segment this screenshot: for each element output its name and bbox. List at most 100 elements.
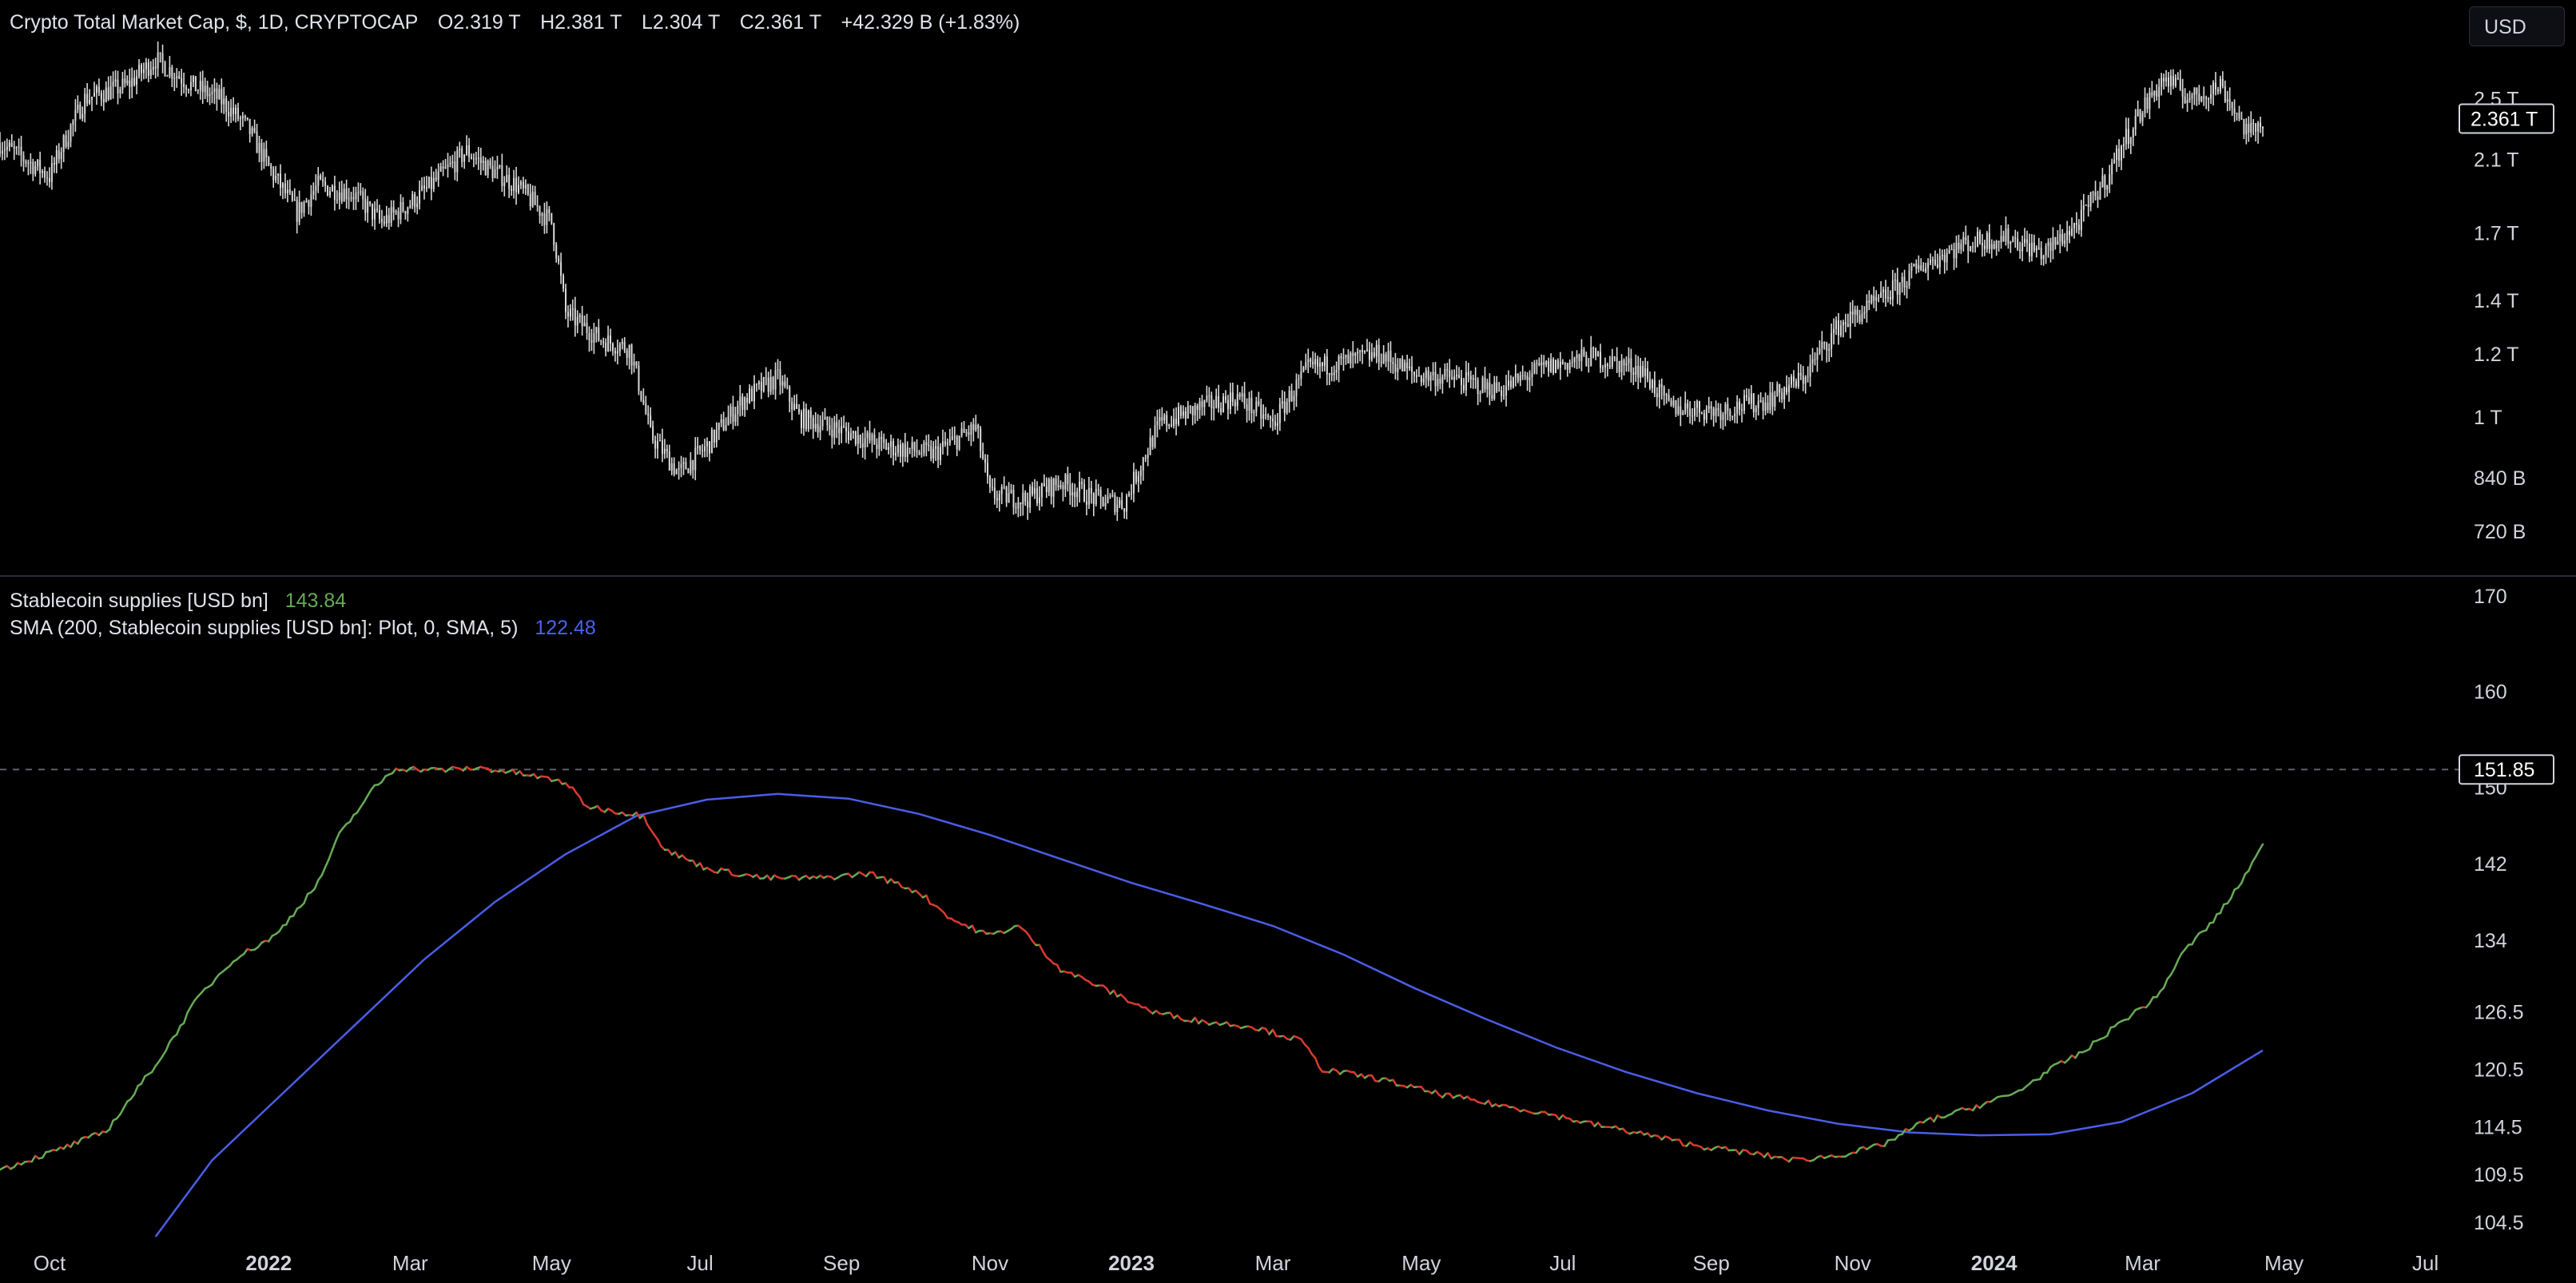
candle-body bbox=[286, 189, 288, 194]
candle-body bbox=[749, 388, 751, 403]
candle-body bbox=[551, 213, 553, 224]
price-axis-tick-label: 1 T bbox=[2474, 407, 2502, 429]
candle-body bbox=[993, 487, 996, 499]
candle-body bbox=[1352, 352, 1354, 356]
candle-body bbox=[1680, 406, 1682, 415]
candle-body bbox=[1189, 406, 1191, 407]
stablecoin-segment bbox=[157, 1055, 164, 1063]
stablecoin-segment bbox=[896, 881, 903, 888]
candle-body bbox=[600, 340, 602, 342]
candle-body bbox=[1656, 393, 1658, 398]
candle-body bbox=[487, 161, 489, 176]
candle-body bbox=[2104, 175, 2106, 190]
stablecoin-segment bbox=[1042, 950, 1048, 959]
candle-body bbox=[454, 161, 456, 173]
candle-body bbox=[2240, 118, 2243, 120]
candle-body bbox=[1640, 366, 1642, 378]
candle-body bbox=[1896, 279, 1898, 295]
candle-body bbox=[583, 323, 586, 327]
candle-body bbox=[1736, 401, 1739, 414]
candle-body bbox=[2153, 90, 2156, 96]
candle-body bbox=[779, 369, 781, 386]
candle-body bbox=[427, 177, 430, 188]
indicator-axis-tick-label: 120.5 bbox=[2474, 1059, 2524, 1082]
candle-body bbox=[2198, 93, 2200, 101]
stablecoin-segment bbox=[175, 1024, 181, 1036]
candle-body bbox=[459, 149, 461, 150]
candle-body bbox=[402, 201, 404, 212]
candle-body bbox=[300, 201, 303, 213]
candle-body bbox=[765, 377, 767, 379]
candle-body bbox=[2210, 93, 2212, 99]
stablecoin-segment bbox=[356, 806, 362, 814]
candle-body bbox=[638, 365, 640, 391]
candle-body bbox=[2059, 233, 2061, 241]
candle-body bbox=[149, 70, 152, 76]
candle-body bbox=[566, 312, 569, 317]
candle-body bbox=[2188, 98, 2191, 101]
ohlc-low: L2.304 T bbox=[641, 11, 720, 34]
candle-body bbox=[1074, 492, 1076, 498]
candle-body bbox=[298, 201, 300, 222]
candle-body bbox=[654, 440, 657, 449]
stablecoin-segment bbox=[324, 858, 330, 868]
candle-body bbox=[1588, 365, 1590, 367]
candle-body bbox=[1236, 394, 1238, 407]
candle-body bbox=[2205, 97, 2208, 99]
candle-body bbox=[1032, 487, 1034, 495]
candle-body bbox=[2057, 240, 2059, 245]
candle-body bbox=[923, 442, 925, 454]
candle-body bbox=[1548, 361, 1550, 372]
candle-body bbox=[1147, 455, 1149, 459]
candle-body bbox=[1278, 403, 1281, 423]
candle-body bbox=[1811, 359, 1814, 363]
candle-body bbox=[2066, 230, 2069, 241]
candle-body bbox=[1151, 437, 1154, 447]
currency-button[interactable]: USD bbox=[2469, 6, 2565, 46]
candles-group bbox=[0, 42, 2264, 522]
time-axis-label: Jul bbox=[1549, 1251, 1576, 1275]
candle-body bbox=[1210, 395, 1213, 409]
stablecoin-segment bbox=[1370, 1074, 1377, 1082]
candle-body bbox=[2141, 113, 2144, 121]
candle-body bbox=[1333, 372, 1335, 375]
stablecoin-segment bbox=[2173, 959, 2180, 970]
stablecoin-segment bbox=[656, 838, 662, 848]
candle-body bbox=[1556, 359, 1559, 368]
candle-body bbox=[977, 424, 980, 429]
stablecoin-segment bbox=[872, 871, 878, 880]
candle-body bbox=[141, 65, 142, 73]
candle-body bbox=[1326, 356, 1328, 375]
candle-body bbox=[280, 173, 282, 189]
candle-body bbox=[515, 177, 518, 193]
candle-body bbox=[39, 159, 42, 173]
candle-body bbox=[1319, 362, 1321, 367]
candle-body bbox=[25, 161, 27, 164]
candle-body bbox=[1856, 309, 1858, 316]
candle-body bbox=[982, 451, 984, 459]
candle-body bbox=[2101, 175, 2104, 188]
candle-body bbox=[189, 81, 192, 90]
candle-body bbox=[527, 185, 529, 194]
candle-body bbox=[574, 308, 576, 326]
stablecoin-segment bbox=[186, 1005, 193, 1015]
candle-body bbox=[2071, 228, 2073, 236]
candle-body bbox=[1757, 400, 1759, 408]
stablecoin-segment bbox=[122, 1100, 129, 1110]
candle-body bbox=[84, 93, 86, 114]
candle-body bbox=[1314, 359, 1317, 365]
candle-body bbox=[965, 432, 968, 434]
candle-body bbox=[1781, 392, 1783, 399]
candle-body bbox=[1684, 403, 1687, 413]
candle-body bbox=[817, 423, 819, 433]
candle-body bbox=[1590, 348, 1592, 367]
candle-body bbox=[248, 119, 251, 134]
candle-body bbox=[1694, 407, 1696, 416]
stablecoin-segment bbox=[2226, 897, 2232, 905]
candle-body bbox=[30, 161, 32, 164]
candle-body bbox=[1234, 402, 1236, 407]
candle-body bbox=[109, 86, 112, 100]
candle-body bbox=[854, 431, 857, 444]
candle-body bbox=[1752, 393, 1755, 413]
